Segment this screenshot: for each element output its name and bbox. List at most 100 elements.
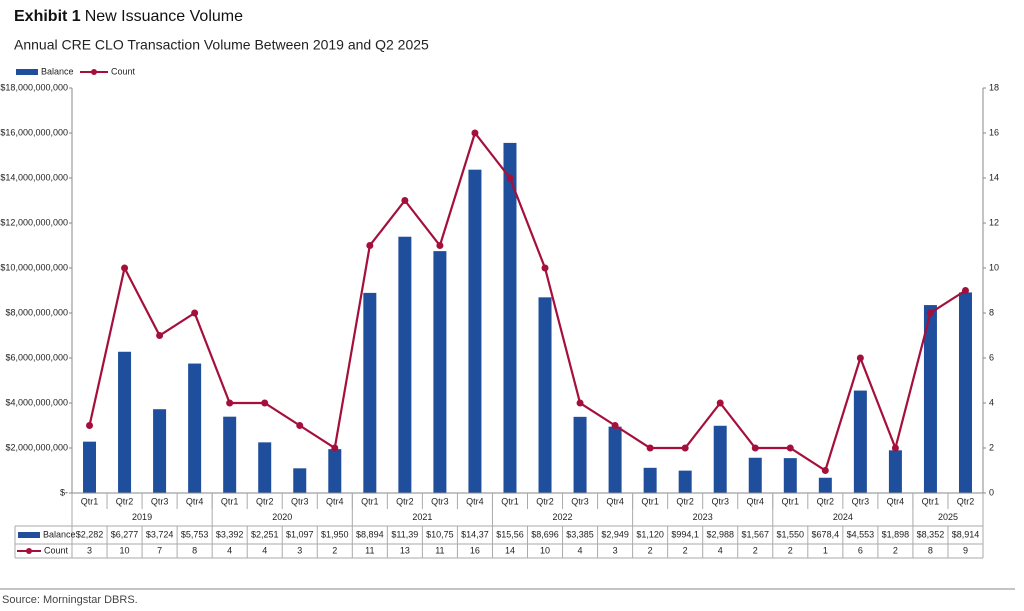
x-group-label: 2021 (412, 512, 432, 522)
bar (468, 169, 482, 494)
y2-tick-label: 10 (989, 262, 999, 272)
bar (888, 450, 902, 493)
table-cell: 2 (788, 545, 793, 555)
line-marker (436, 242, 444, 249)
table-marker (26, 548, 32, 554)
table-cell: $8,352 (917, 529, 945, 539)
line-marker (261, 399, 269, 407)
x-tick-label: Qtr4 (606, 496, 624, 506)
bar (608, 426, 622, 493)
line-marker (366, 242, 374, 249)
x-group-label: 2024 (833, 512, 853, 522)
table-cell: $14,37 (461, 529, 489, 539)
legend-label: Balance (41, 66, 74, 76)
x-tick-label: Qtr2 (256, 496, 274, 506)
table-cell: 13 (400, 545, 410, 555)
legend-label: Count (111, 66, 136, 76)
x-tick-label: Qtr1 (221, 496, 239, 506)
x-tick-label: Qtr1 (81, 496, 99, 506)
table-cell: 4 (718, 545, 723, 555)
line-marker (471, 129, 479, 137)
x-group-label: 2020 (272, 512, 292, 522)
table-cell: $2,251 (251, 529, 279, 539)
y2-tick-label: 0 (989, 487, 994, 497)
table-cell: $2,988 (706, 529, 734, 539)
table-cell: 3 (297, 545, 302, 555)
table-cell: $3,385 (566, 529, 594, 539)
bar (503, 142, 517, 493)
bar (398, 236, 412, 493)
line-marker (926, 309, 934, 317)
line-marker (681, 444, 689, 452)
y2-tick-label: 18 (989, 82, 999, 92)
line-marker (331, 444, 339, 452)
line-marker (646, 444, 654, 452)
table-cell: 10 (540, 545, 550, 555)
table-cell: 2 (893, 545, 898, 555)
bar (363, 292, 377, 493)
table-cell: 2 (683, 545, 688, 555)
y2-tick-label: 4 (989, 397, 994, 407)
table-cell: 16 (470, 545, 480, 555)
table-cell: $3,392 (216, 529, 244, 539)
x-tick-label: Qtr1 (922, 496, 940, 506)
bar (223, 416, 237, 493)
line-marker (961, 287, 969, 294)
x-tick-label: Qtr2 (116, 496, 134, 506)
x-tick-label: Qtr3 (571, 496, 589, 506)
table-cell: $8,696 (531, 529, 559, 539)
line-marker (226, 399, 234, 407)
table-cell: 4 (262, 545, 267, 555)
table-cell: 4 (578, 545, 583, 555)
line (88, 130, 967, 473)
table-cell: 9 (963, 545, 968, 555)
y-tick-label: $4,000,000,000 (5, 397, 68, 407)
line-marker (86, 422, 94, 429)
table-cell: $1,950 (321, 529, 349, 539)
table-cell: 3 (87, 545, 92, 555)
bar (643, 467, 657, 493)
x-tick-label: Qtr3 (151, 496, 169, 506)
table-cell: $4,553 (847, 529, 875, 539)
y-tick-label: $6,000,000,000 (5, 352, 68, 362)
table-cell: 1 (823, 545, 828, 555)
table-cell: 6 (858, 545, 863, 555)
title: Exhibit 1 New Issuance Volume (14, 8, 243, 25)
x-tick-label: Qtr2 (676, 496, 694, 506)
bar (153, 409, 167, 493)
line-marker (891, 444, 899, 452)
y-tick-label: $8,000,000,000 (5, 307, 68, 317)
subtitle: Annual CRE CLO Transaction Volume Betwee… (14, 37, 429, 53)
source: Source: Morningstar DBRS. (2, 594, 138, 606)
bar (328, 449, 342, 493)
table-row-label: Count (44, 545, 69, 555)
x-tick-label: Qtr4 (746, 496, 764, 506)
bar (853, 390, 867, 493)
y-tick-label: $16,000,000,000 (0, 127, 68, 137)
line-marker (611, 422, 619, 429)
line-marker (296, 422, 304, 429)
table-cell: $2,282 (76, 529, 104, 539)
bar (713, 425, 727, 493)
x-tick-label: Qtr4 (186, 496, 204, 506)
table-cell: $3,724 (146, 529, 174, 539)
table-swatch (18, 532, 40, 538)
y2-tick-label: 16 (989, 127, 999, 137)
x-tick-label: Qtr4 (887, 496, 905, 506)
table-row-label: Balance (43, 529, 76, 539)
table-cell: $11,39 (391, 529, 418, 539)
bar (748, 457, 762, 493)
bar (818, 477, 832, 493)
line-marker (856, 354, 864, 362)
x-group-label: 2022 (553, 512, 573, 522)
table-cell: 4 (227, 545, 232, 555)
bar (118, 351, 132, 493)
legend-swatch (16, 69, 38, 75)
x-tick-label: Qtr2 (536, 496, 554, 506)
bar (923, 305, 937, 493)
table-cell: 11 (435, 545, 444, 555)
table-cell: 3 (613, 545, 618, 555)
line-marker (401, 197, 409, 204)
line-marker (821, 467, 829, 474)
table-cell: $10,75 (426, 529, 454, 539)
